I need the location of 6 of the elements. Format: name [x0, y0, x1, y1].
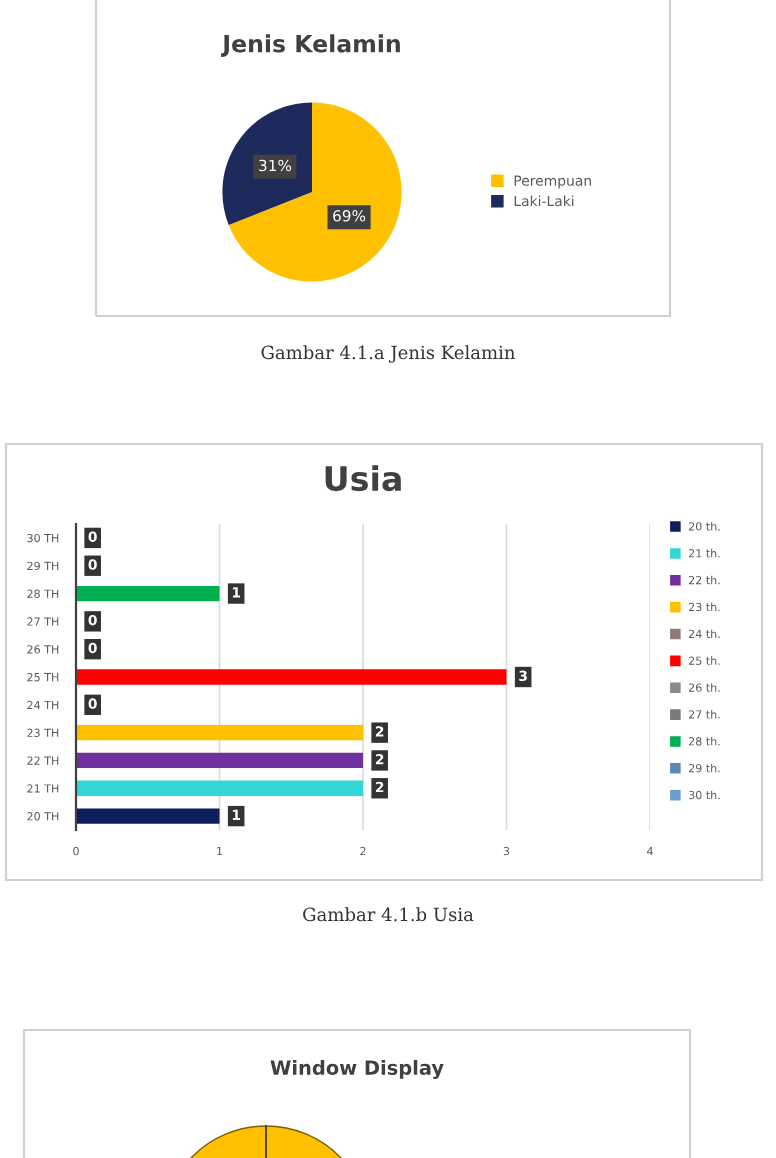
text: Gambar 4.1.b Usia	[303, 907, 474, 922]
pie-slice	[228, 102, 402, 282]
chart-title: Usia	[325, 465, 401, 492]
text: Gambar 4.1.a Jenis Kelamin	[261, 345, 516, 363]
text: Window Display	[270, 1059, 444, 1079]
chart-title: Jenis Kelamin	[220, 34, 400, 57]
